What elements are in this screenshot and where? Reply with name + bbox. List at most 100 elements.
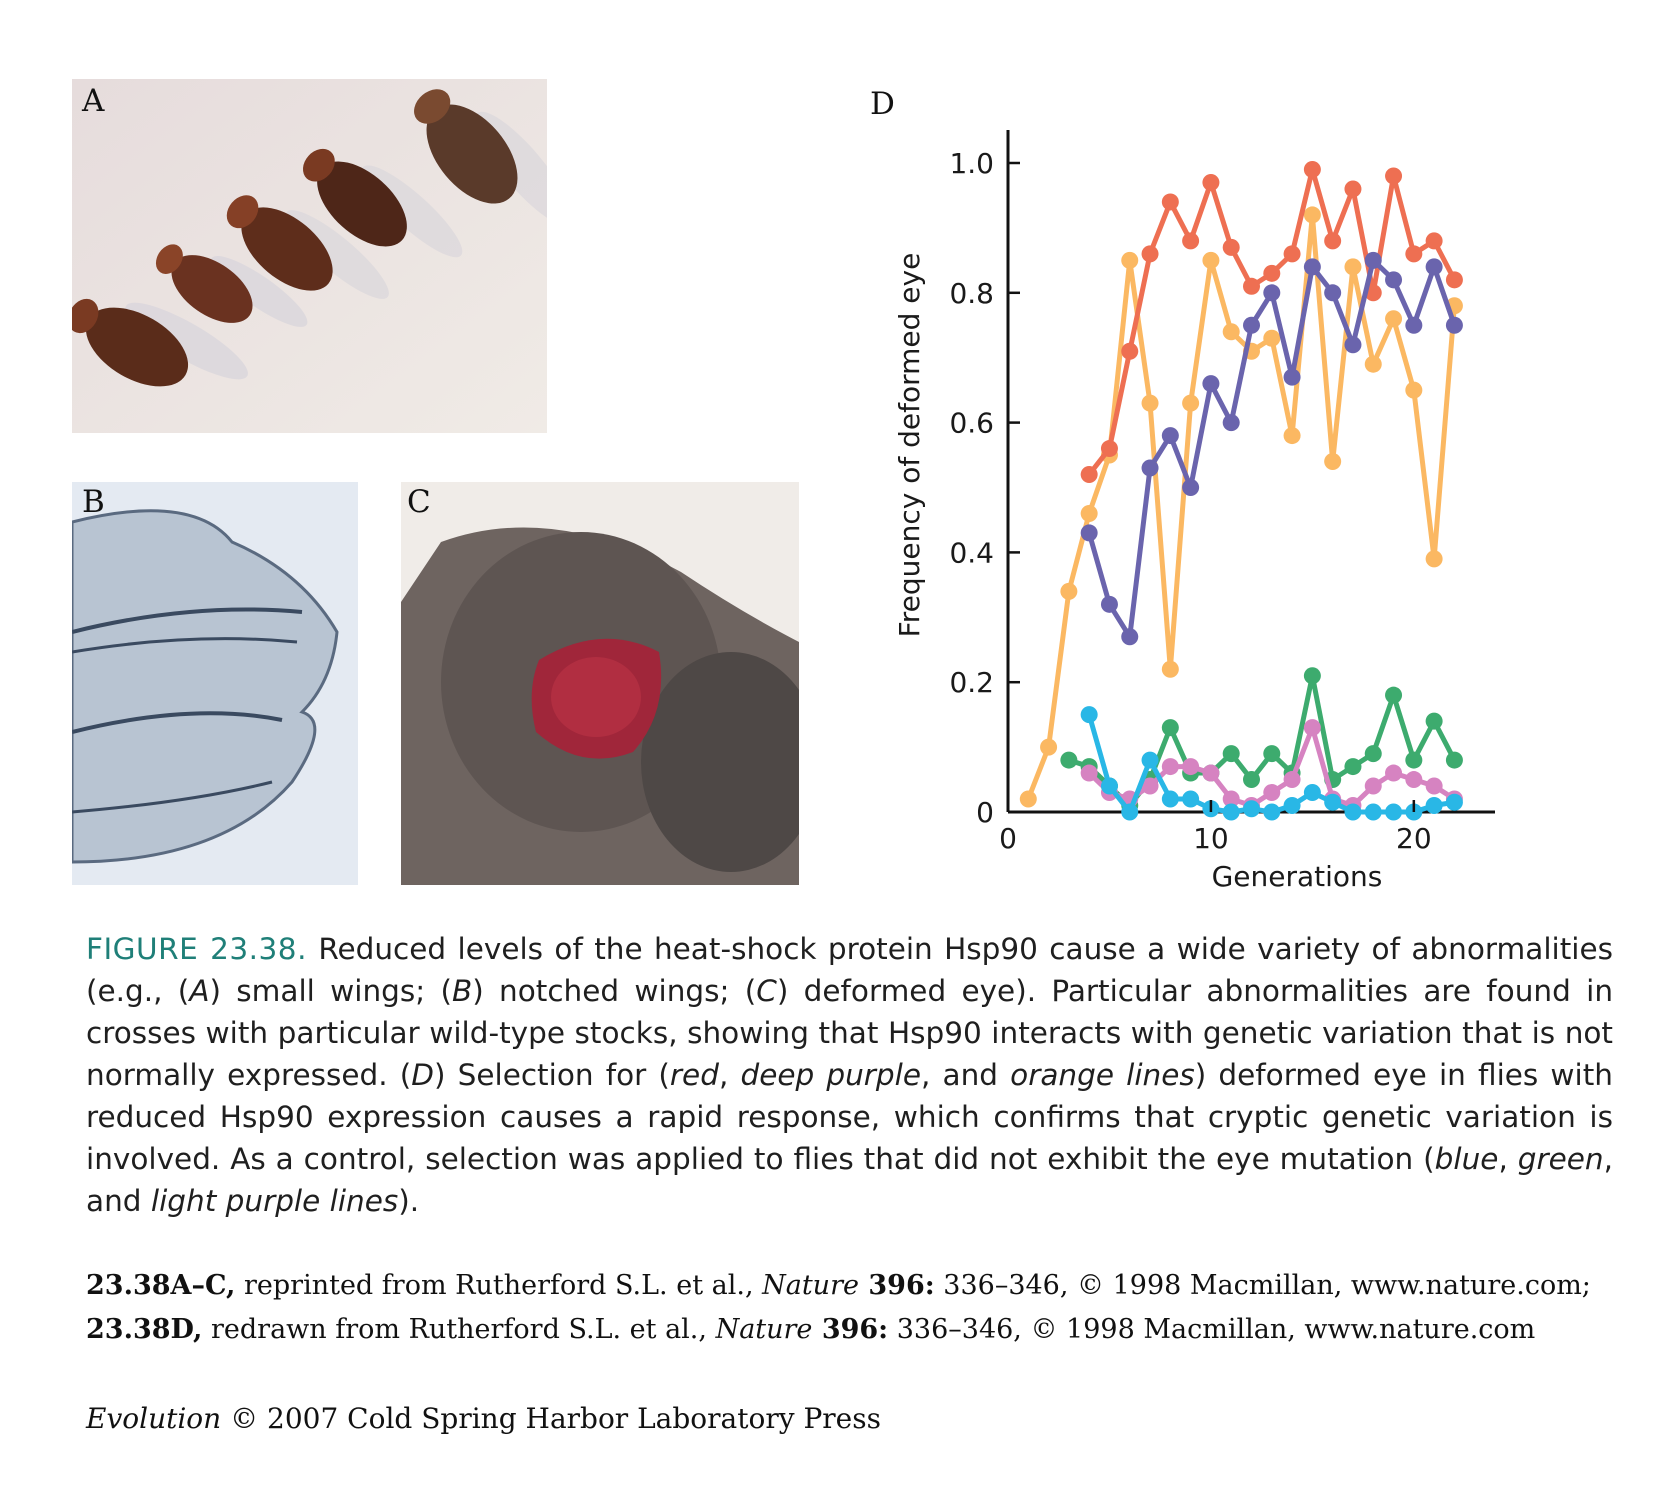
panel-letter-a: A <box>82 83 105 119</box>
data-point <box>1141 777 1159 795</box>
credit-line-2: 23.38D, redrawn from Rutherford S.L. et … <box>86 1314 1535 1345</box>
flies-photo-image <box>72 79 547 433</box>
credit-bold: 396: <box>812 1314 889 1345</box>
credit-italic: Nature <box>715 1314 813 1345</box>
data-point <box>1202 375 1220 393</box>
data-point <box>1161 427 1179 445</box>
data-point <box>1364 777 1382 795</box>
data-point <box>1405 751 1423 769</box>
caption-text: ) deformed eye in flies with reduced Hsp… <box>86 1058 1614 1176</box>
credit-italic: Nature <box>762 1270 859 1301</box>
data-point <box>1303 784 1321 802</box>
data-point <box>1161 660 1179 678</box>
x-tick-label: 20 <box>1396 822 1432 855</box>
data-point <box>1202 251 1220 269</box>
credit-bold: 396: <box>858 1270 935 1301</box>
data-point <box>1080 706 1098 724</box>
data-point <box>1364 745 1382 763</box>
caption-italic: D <box>411 1058 434 1092</box>
data-point <box>1344 180 1362 198</box>
data-point <box>1283 368 1301 386</box>
data-point <box>1385 803 1403 821</box>
y-tick-label: 0.4 <box>949 536 994 569</box>
data-point <box>1283 427 1301 445</box>
data-point <box>1385 310 1403 328</box>
publisher-text: © 2007 Cold Spring Harbor Laboratory Pre… <box>221 1402 881 1435</box>
data-point <box>1121 342 1139 360</box>
deformed-eye-image <box>401 482 799 885</box>
data-point <box>1060 751 1078 769</box>
data-point <box>1080 504 1098 522</box>
data-point <box>1182 394 1200 412</box>
data-point <box>1324 232 1342 250</box>
data-point <box>1100 440 1118 458</box>
chart-series <box>1019 160 1463 821</box>
data-point <box>1263 803 1281 821</box>
data-point <box>1222 238 1240 256</box>
data-point <box>1263 784 1281 802</box>
series-orange <box>1019 206 1463 808</box>
data-point <box>1040 738 1058 756</box>
caption-italic: A <box>189 974 210 1008</box>
data-point <box>1364 251 1382 269</box>
data-point <box>1141 245 1159 263</box>
figure-caption: FIGURE 23.38. Reduced levels of the heat… <box>86 928 1613 1222</box>
chart-ticks: 0 0.2 0.4 0.6 0.8 1.0 0 10 20 <box>949 147 1431 855</box>
data-point <box>1303 160 1321 178</box>
caption-text: ) notched wings; ( <box>472 974 757 1008</box>
panel-letter-d: D <box>870 86 895 122</box>
data-point <box>1202 764 1220 782</box>
x-tick-label: 0 <box>999 822 1017 855</box>
credit-text: redrawn from Rutherford S.L. et al., <box>202 1314 716 1345</box>
data-point <box>1324 453 1342 471</box>
panel-a-photo: A <box>72 79 547 433</box>
caption-text: , and <box>920 1058 1011 1092</box>
data-point <box>1344 758 1362 776</box>
caption-text: Reduced levels of the heat-shock protein… <box>86 932 1613 1008</box>
data-point <box>1385 764 1403 782</box>
series-green <box>1060 667 1463 815</box>
y-tick-label: 0.2 <box>949 666 994 699</box>
data-point <box>1141 751 1159 769</box>
credit-bold: 23.38A–C, <box>86 1270 236 1301</box>
data-point <box>1405 381 1423 399</box>
data-point <box>1263 329 1281 347</box>
data-point <box>1445 793 1463 811</box>
credit-bold: 23.38D, <box>86 1314 203 1345</box>
caption-text: ). <box>398 1184 420 1218</box>
panel-b-photo: B <box>72 482 358 885</box>
data-point <box>1121 803 1139 821</box>
data-point <box>1425 550 1443 568</box>
x-tick-label: 10 <box>1193 822 1229 855</box>
panel-letter-c: C <box>407 484 431 520</box>
data-point <box>1303 206 1321 224</box>
deformed-eye-chart: D 0 0.2 0.4 0.6 0.8 1.0 0 10 20 Generations Freq… <box>870 86 1495 893</box>
data-point <box>1344 258 1362 276</box>
data-point <box>1324 284 1342 302</box>
caption-text: , <box>1498 1142 1518 1176</box>
caption-text: ) deformed eye). Particular abnormalitie… <box>86 974 1614 1092</box>
data-point <box>1080 466 1098 484</box>
data-point <box>1060 582 1078 600</box>
data-point <box>1243 277 1260 295</box>
data-point <box>1202 173 1220 191</box>
data-point <box>1182 479 1200 496</box>
data-point <box>1019 790 1037 808</box>
caption-text: ) small wings; ( <box>209 974 452 1008</box>
data-point <box>1283 771 1301 789</box>
data-point <box>1425 797 1443 815</box>
caption-italic: red <box>669 1058 719 1092</box>
data-point <box>1385 271 1403 289</box>
data-point <box>1182 232 1200 250</box>
data-point <box>1405 245 1423 263</box>
caption-text: ) Selection for ( <box>433 1058 670 1092</box>
data-point <box>1222 323 1240 341</box>
data-point <box>1080 524 1098 542</box>
data-point <box>1243 800 1260 818</box>
panel-c-photo: C <box>401 482 799 885</box>
caption-italic: deep purple <box>740 1058 921 1092</box>
data-point <box>1182 758 1200 776</box>
caption-text: , <box>718 1058 741 1092</box>
credit-text: 336–346, © 1998 Macmillan, www.nature.co… <box>888 1314 1536 1345</box>
data-point <box>1283 245 1301 263</box>
